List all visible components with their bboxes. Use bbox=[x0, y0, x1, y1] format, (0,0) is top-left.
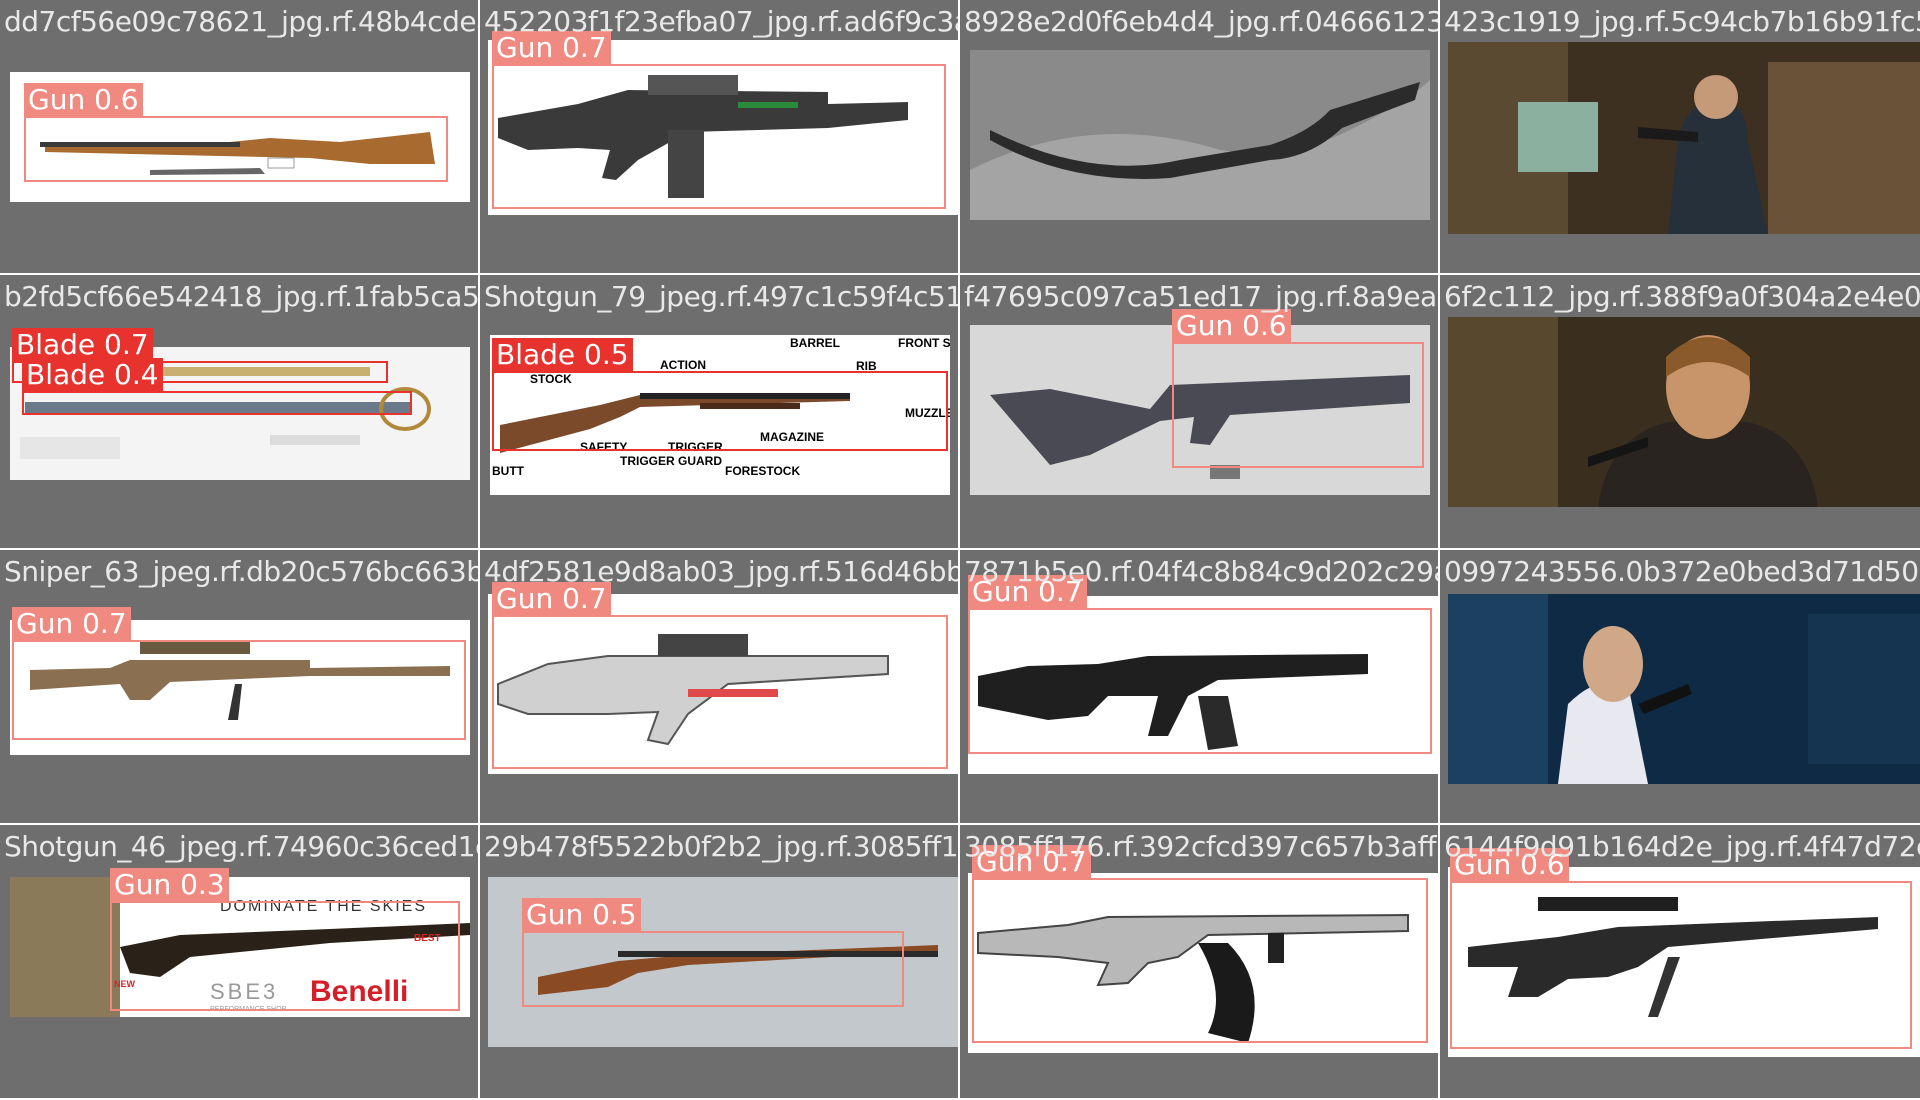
tile-4: 423c1919_jpg.rf.5c94cb7b16b91fc583f81f bbox=[1440, 0, 1920, 275]
tile-filename: 0997243556.0b372e0bed3d71d508a0 bbox=[1444, 555, 1920, 588]
photo bbox=[1448, 594, 1920, 784]
detection-label: Blade 0.4 bbox=[22, 358, 163, 392]
tile-filename: Sniper_63_jpeg.rf.db20c576bc663bcf4df258… bbox=[4, 555, 478, 588]
diagram-label: FORESTOCK bbox=[725, 464, 800, 478]
diagram-label: MUZZLE bbox=[905, 406, 950, 420]
movie-still-image bbox=[1448, 42, 1920, 234]
tile-filename: 7871b5e0.rf.04f4c8b84c9d202c29a099724355… bbox=[964, 555, 1438, 588]
photo bbox=[488, 594, 958, 774]
photo bbox=[1448, 42, 1920, 234]
tile-6: Shotgun_79_jpeg.rf.497c1c59f4c51f47695c0… bbox=[480, 275, 960, 550]
tile-5: b2fd5cf66e542418_jpg.rf.1fab5ca5515877d_… bbox=[0, 275, 480, 550]
tile-filename: dd7cf56e09c78621_jpg.rf.48b4cdea456f03f1… bbox=[4, 5, 480, 38]
detection-label: Gun 0.7 bbox=[968, 575, 1087, 609]
photo: ACTION BARREL RIB FRONT SIGHT STOCK MUZZ… bbox=[490, 335, 950, 495]
tile-16: 6144f9d91b164d2e_jpg.rf.4f47d72e Gun 0.6 bbox=[1440, 825, 1920, 1100]
blade-image bbox=[970, 50, 1430, 220]
photo bbox=[970, 50, 1430, 220]
bounding-box: Blade 0.5 bbox=[492, 338, 948, 451]
photo bbox=[968, 596, 1438, 774]
tile-9: Sniper_63_jpeg.rf.db20c576bc663bcf4df258… bbox=[0, 550, 480, 825]
bounding-box: Gun 0.6 bbox=[24, 83, 448, 182]
tile-filename: b2fd5cf66e542418_jpg.rf.1fab5ca5515877d_… bbox=[4, 280, 480, 313]
sniper-rifle-image bbox=[10, 620, 470, 755]
photo bbox=[968, 873, 1438, 1053]
rifle-image bbox=[488, 594, 958, 774]
bounding-box: Gun 0.3 bbox=[110, 868, 460, 1011]
bounding-box: Gun 0.7 bbox=[968, 575, 1432, 754]
photo bbox=[10, 620, 470, 755]
assault-rifle-image bbox=[968, 596, 1438, 774]
bounding-box: Gun 0.7 bbox=[972, 845, 1428, 1043]
ad-new: NEW bbox=[114, 979, 136, 989]
movie-still-image bbox=[1448, 594, 1920, 784]
tile-filename: 3085ff176.rf.392cfcd397c657b3aff30 bbox=[964, 830, 1440, 863]
tile-12: 0997243556.0b372e0bed3d71d508a0 bbox=[1440, 550, 1920, 825]
detection-label: Blade 0.5 bbox=[492, 338, 633, 372]
detection-label: Gun 0.3 bbox=[110, 868, 229, 902]
bounding-box: Gun 0.6 bbox=[1172, 309, 1424, 468]
detection-label: Gun 0.6 bbox=[24, 83, 143, 117]
movie-still-image bbox=[1448, 317, 1920, 507]
tile-1: dd7cf56e09c78621_jpg.rf.48b4cdea456f03f1… bbox=[0, 0, 480, 275]
photo: DOMINATE THE SKIES BEST NEW SBE3 PERFORM… bbox=[10, 877, 470, 1017]
bounding-box: Gun 0.6 bbox=[1450, 848, 1912, 1049]
tile-filename: Shotgun_46_jpeg.rf.74960c36ced1c29b478f5… bbox=[4, 830, 478, 863]
diagram-label: MAGAZINE bbox=[760, 430, 824, 444]
detection-label: Gun 0.6 bbox=[1450, 848, 1569, 882]
photo bbox=[488, 40, 958, 215]
rifle-image bbox=[1448, 867, 1920, 1057]
tile-8: 6f2c112_jpg.rf.388f9a0f304a2e4e0742b bbox=[1440, 275, 1920, 550]
diagram-label: ACTION bbox=[660, 358, 706, 372]
rifle-image bbox=[968, 873, 1438, 1053]
tile-filename: f47695c097ca51ed17_jpg.rf.8a9ea47c6f2c11… bbox=[964, 280, 1438, 313]
diagram-label: BUTT bbox=[492, 464, 525, 478]
ad-model: SBE3 bbox=[210, 979, 278, 1004]
bounding-box: Gun 0.7 bbox=[492, 31, 946, 209]
bounding-box: Gun 0.7 bbox=[12, 607, 466, 740]
detection-label: Gun 0.5 bbox=[522, 898, 641, 932]
diagram-label: FRONT SIGHT bbox=[898, 336, 950, 350]
tile-14: 29b478f5522b0f2b2_jpg.rf.3085ff176 Gun 0… bbox=[480, 825, 960, 1100]
detection-label: Gun 0.7 bbox=[12, 607, 131, 641]
tile-filename: 6f2c112_jpg.rf.388f9a0f304a2e4e0742b bbox=[1444, 280, 1920, 313]
bounding-box: Blade 0.4 bbox=[22, 358, 412, 415]
tile-2: 452203f1f23efba07_jpg.rf.ad6f9c3a89528e2… bbox=[480, 0, 960, 275]
detection-label: Gun 0.7 bbox=[492, 31, 611, 65]
detection-label: Gun 0.6 bbox=[1172, 309, 1291, 343]
tile-15: 3085ff176.rf.392cfcd397c657b3aff30 Gun 0… bbox=[960, 825, 1440, 1100]
diagram-label: BARREL bbox=[790, 336, 840, 350]
diagram-label: STOCK bbox=[530, 372, 572, 386]
photo bbox=[1448, 317, 1920, 507]
tile-3: 8928e2d0f6eb4d4_jpg.rf.04666123425e1919 bbox=[960, 0, 1440, 275]
shotgun-ad-image: DOMINATE THE SKIES BEST NEW SBE3 PERFORM… bbox=[10, 877, 470, 1017]
tile-7: f47695c097ca51ed17_jpg.rf.8a9ea47c6f2c11… bbox=[960, 275, 1440, 550]
ad-brand: Benelli bbox=[310, 975, 408, 1008]
detection-label: Gun 0.7 bbox=[492, 582, 611, 616]
bounding-box: Gun 0.7 bbox=[492, 582, 948, 769]
diagram-label: RIB bbox=[856, 359, 877, 373]
rifle-image bbox=[488, 40, 958, 215]
detection-label: Blade 0.7 bbox=[12, 328, 153, 362]
photo bbox=[1448, 867, 1920, 1057]
bounding-box: Gun 0.5 bbox=[522, 898, 904, 1007]
detection-label: Gun 0.7 bbox=[972, 845, 1091, 879]
tile-filename: 4df2581e9d8ab03_jpg.rf.516d46bb7871b5e0 bbox=[484, 555, 960, 588]
tile-13: Shotgun_46_jpeg.rf.74960c36ced1c29b478f5… bbox=[0, 825, 480, 1100]
diagram-label: TRIGGER GUARD bbox=[620, 454, 722, 468]
tile-filename: 6144f9d91b164d2e_jpg.rf.4f47d72e bbox=[1444, 830, 1920, 863]
ad-best: BEST bbox=[414, 933, 441, 944]
tile-filename: 29b478f5522b0f2b2_jpg.rf.3085ff176 bbox=[484, 830, 960, 863]
tile-filename: 452203f1f23efba07_jpg.rf.ad6f9c3a89528e2… bbox=[484, 5, 958, 38]
tile-10: 4df2581e9d8ab03_jpg.rf.516d46bb7871b5e0 … bbox=[480, 550, 960, 825]
tile-11: 7871b5e0.rf.04f4c8b84c9d202c29a099724355… bbox=[960, 550, 1440, 825]
bounding-box: Blade 0.7 bbox=[12, 328, 388, 383]
tile-filename: 8928e2d0f6eb4d4_jpg.rf.04666123425e1919 bbox=[964, 5, 1440, 38]
tile-filename: 423c1919_jpg.rf.5c94cb7b16b91fc583f81f bbox=[1444, 5, 1920, 38]
tile-filename: Shotgun_79_jpeg.rf.497c1c59f4c51f47695c0… bbox=[484, 280, 958, 313]
